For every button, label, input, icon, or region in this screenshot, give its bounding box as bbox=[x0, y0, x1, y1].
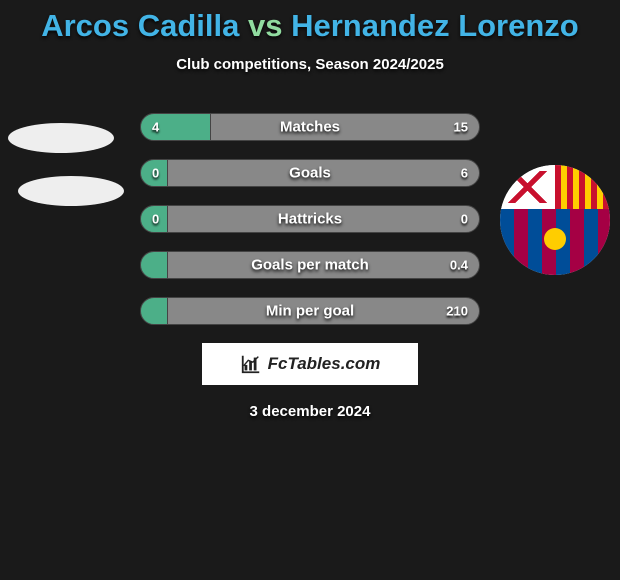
subtitle: Club competitions, Season 2024/2025 bbox=[0, 56, 620, 73]
stat-value-left: 0 bbox=[152, 212, 159, 227]
stat-value-right: 0 bbox=[461, 212, 468, 227]
bar-left bbox=[140, 297, 168, 325]
bar-left bbox=[140, 251, 168, 279]
chart-icon bbox=[240, 353, 262, 375]
stat-row: 0 Goals 6 bbox=[140, 159, 480, 187]
bar-left bbox=[140, 113, 211, 141]
vs-text: vs bbox=[248, 8, 282, 43]
comparison-title: Arcos Cadilla vs Hernandez Lorenzo bbox=[0, 0, 620, 44]
stat-row: 4 Matches 15 bbox=[140, 113, 480, 141]
stat-label: Goals bbox=[289, 165, 331, 182]
stat-value-right: 0.4 bbox=[450, 258, 468, 273]
stat-row: 0 Hattricks 0 bbox=[140, 205, 480, 233]
branding-text: FcTables.com bbox=[268, 354, 381, 374]
date-text: 3 december 2024 bbox=[0, 403, 620, 420]
stat-value-left: 0 bbox=[152, 166, 159, 181]
stat-value-left: 4 bbox=[152, 120, 159, 135]
stat-value-right: 15 bbox=[454, 120, 468, 135]
stat-label: Hattricks bbox=[278, 211, 342, 228]
stat-row: Goals per match 0.4 bbox=[140, 251, 480, 279]
player2-name: Hernandez Lorenzo bbox=[291, 8, 579, 43]
stat-row: Min per goal 210 bbox=[140, 297, 480, 325]
player1-name: Arcos Cadilla bbox=[41, 8, 239, 43]
stat-label: Matches bbox=[280, 119, 340, 136]
stats-bars: 4 Matches 15 0 Goals 6 0 Hattricks 0 Goals per ma… bbox=[0, 113, 620, 325]
stat-value-right: 210 bbox=[446, 304, 468, 319]
branding-box: FcTables.com bbox=[202, 343, 418, 385]
stat-value-right: 6 bbox=[461, 166, 468, 181]
stat-label: Goals per match bbox=[251, 257, 369, 274]
stat-label: Min per goal bbox=[266, 303, 354, 320]
